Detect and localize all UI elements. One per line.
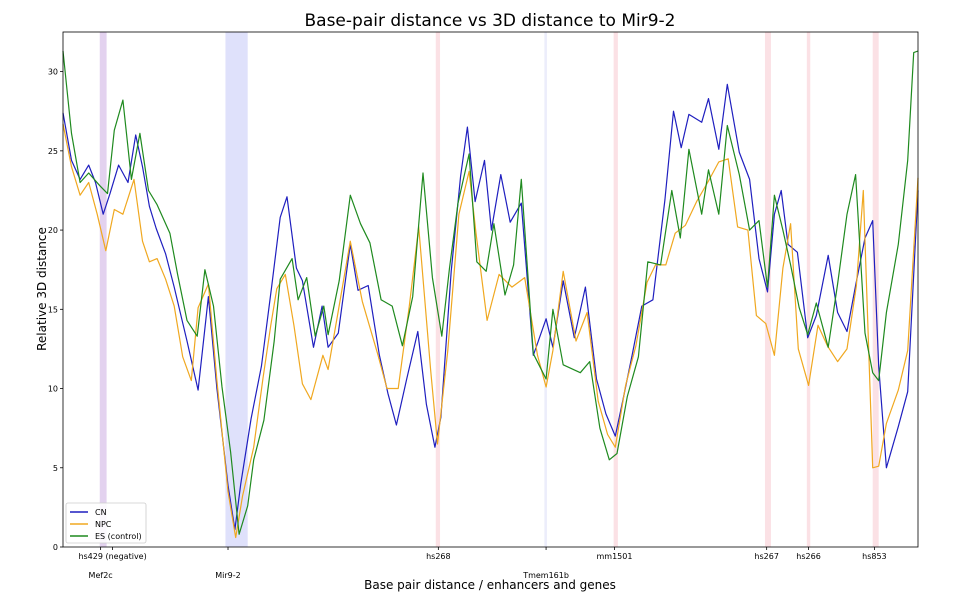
y-tick-label-15: 15: [48, 305, 58, 314]
highlight-region-3: [544, 32, 547, 547]
x-tick-label-bottom-1: Mir9-2: [215, 571, 240, 580]
highlight-region-1: [225, 32, 248, 547]
y-tick-label-30: 30: [48, 68, 58, 77]
chart-title: Base-pair distance vs 3D distance to Mir…: [305, 11, 676, 31]
legend: CN NPC ES (control): [65, 502, 147, 544]
x-axis-enhancer-labels: hs429 (negative) hs268 mm1501 hs267 hs266 hs8…: [78, 547, 887, 561]
y-tick-label-25: 25: [48, 147, 58, 156]
y-axis-ticks: 0 5 10 15 20 25 30: [48, 68, 63, 552]
x-tick-label-top-3: hs267: [754, 552, 779, 561]
series-line-es-control: [62, 50, 919, 535]
plot-frame: [62, 31, 919, 548]
legend-label-cn: CN: [95, 508, 107, 517]
y-tick-label-5: 5: [53, 464, 58, 473]
legend-label-es-control: ES (control): [95, 532, 142, 541]
series-lines: [62, 50, 919, 539]
legend-box: [65, 502, 147, 544]
x-tick-label-top-1: hs268: [426, 552, 451, 561]
legend-label-npc: NPC: [95, 520, 112, 529]
y-tick-label-0: 0: [53, 543, 58, 552]
highlight-regions: [99, 32, 879, 547]
y-tick-label-10: 10: [48, 385, 58, 394]
series-line-npc: [62, 123, 919, 539]
x-tick-label-bottom-2: Tmem161b: [522, 571, 569, 580]
x-axis-gene-labels: Mef2c Mir9-2 Tmem161b: [89, 547, 569, 580]
highlight-region-4: [613, 32, 618, 547]
x-tick-label-bottom-0: Mef2c: [89, 571, 113, 580]
x-tick-label-top-0: hs429 (negative): [78, 552, 146, 561]
x-tick-label-top-5: hs853: [862, 552, 887, 561]
highlight-region-0: [99, 32, 107, 547]
x-tick-label-top-2: mm1501: [596, 552, 632, 561]
y-axis-label: Relative 3D distance: [35, 227, 49, 351]
highlight-region-2: [435, 32, 441, 547]
x-tick-label-top-4: hs266: [796, 552, 821, 561]
x-axis-label: Base pair distance / enhancers and genes: [364, 578, 616, 592]
y-tick-label-20: 20: [48, 226, 58, 235]
highlight-region-6: [806, 32, 811, 547]
